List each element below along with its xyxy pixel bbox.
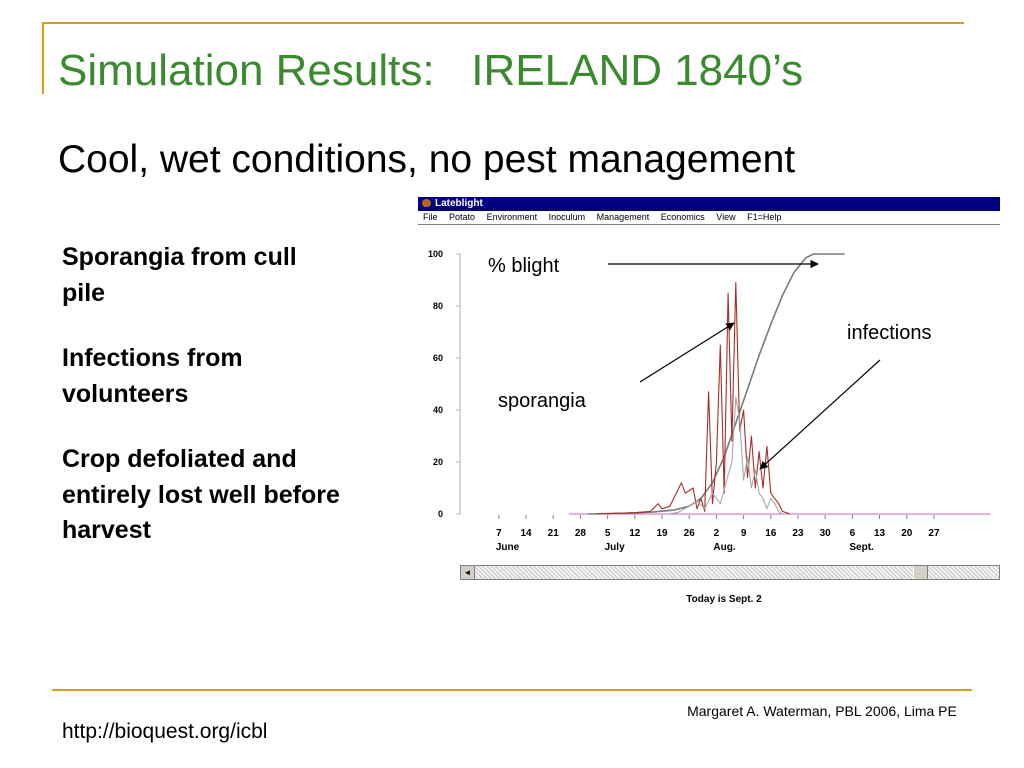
x-tick-label-112: 20 — [901, 528, 913, 539]
month-label-sept: Sept. — [849, 542, 874, 553]
time-scrollbar[interactable]: ◄ — [460, 565, 1000, 580]
bullet-infections: Infections from volunteers — [62, 344, 243, 408]
slide-title: Simulation Results: IRELAND 1840’s — [58, 46, 804, 95]
lateblight-window: Lateblight File Potato Environment Inocu… — [418, 197, 1000, 617]
menu-file[interactable]: File — [423, 212, 438, 222]
footer-url: http://bioquest.org/icbl — [62, 720, 268, 743]
scroll-left-button[interactable]: ◄ — [461, 566, 475, 579]
scroll-thumb[interactable] — [913, 566, 928, 579]
menu-view[interactable]: View — [716, 212, 736, 222]
arrow-infections — [759, 359, 881, 470]
x-tick-label-56: 26 — [684, 528, 696, 539]
x-tick-label-42: 12 — [629, 528, 641, 539]
y-tick-label-0: 0 — [438, 509, 443, 519]
menu-management[interactable]: Management — [596, 212, 650, 222]
menu-potato[interactable]: Potato — [449, 212, 476, 222]
window-titlebar[interactable]: Lateblight — [418, 197, 1000, 211]
label-sporangia: sporangia — [498, 390, 587, 412]
series-infections-line — [665, 396, 783, 515]
x-tick-label-28: 28 — [575, 528, 587, 539]
label-infections: infections — [847, 322, 932, 344]
arrow-sporangia — [639, 322, 735, 383]
month-label-june: June — [496, 542, 520, 553]
month-label-aug: Aug. — [713, 542, 735, 553]
menu-environment[interactable]: Environment — [486, 212, 538, 222]
bullet-list: Sporangia from cull pile Infections from… — [62, 240, 342, 579]
x-tick-label-77: 16 — [765, 528, 777, 539]
x-tick-label-14: 14 — [520, 528, 532, 539]
y-tick-label-60: 60 — [433, 353, 443, 363]
x-tick-label-49: 19 — [656, 528, 668, 539]
y-tick-label-80: 80 — [433, 301, 443, 311]
y-tick-label-20: 20 — [433, 457, 443, 467]
bullet-sporangia: Sporangia from cull pile — [62, 243, 297, 307]
label-percent-blight: % blight — [488, 255, 560, 277]
slide-subtitle: Cool, wet conditions, no pest management — [58, 138, 796, 181]
window-title: Lateblight — [435, 198, 483, 209]
left-rule — [42, 22, 44, 94]
x-tick-label-63: 2 — [714, 528, 720, 539]
menu-help[interactable]: F1=Help — [747, 212, 782, 222]
y-tick-label-40: 40 — [433, 405, 443, 415]
x-tick-label-91: 30 — [820, 528, 832, 539]
top-rule — [42, 22, 964, 24]
x-tick-label-21: 21 — [548, 528, 560, 539]
series-blight-line — [588, 253, 845, 515]
x-tick-label-105: 13 — [874, 528, 886, 539]
potato-icon — [422, 199, 431, 207]
menu-inoculum[interactable]: Inoculum — [548, 212, 586, 222]
menu-divider — [418, 224, 1000, 225]
x-tick-label-119: 27 — [928, 528, 940, 539]
x-tick-label-84: 23 — [792, 528, 804, 539]
x-tick-label-7: 7 — [496, 528, 502, 539]
simulation-chart: 0 20 40 60 80 100 7 14 21 28 5 12 19 26 2 9 16 23 30 6 13 20 2… — [428, 249, 990, 553]
month-label-july: July — [605, 542, 625, 553]
bullet-defoliated: Crop defoliated and entirely lost well b… — [62, 445, 340, 544]
y-tick-label-100: 100 — [428, 249, 443, 259]
x-tick-label-35: 5 — [605, 528, 611, 539]
x-tick-label-98: 6 — [850, 528, 856, 539]
menu-bar: File Potato Environment Inoculum Managem… — [418, 211, 1000, 224]
bottom-rule — [52, 689, 972, 691]
status-date: Today is Sept. 2 — [686, 594, 762, 605]
series-sporangia-line — [595, 282, 791, 515]
x-tick-label-70: 9 — [741, 528, 747, 539]
footer-credit: Margaret A. Waterman, PBL 2006, Lima PE — [687, 703, 957, 719]
menu-economics[interactable]: Economics — [660, 212, 705, 222]
